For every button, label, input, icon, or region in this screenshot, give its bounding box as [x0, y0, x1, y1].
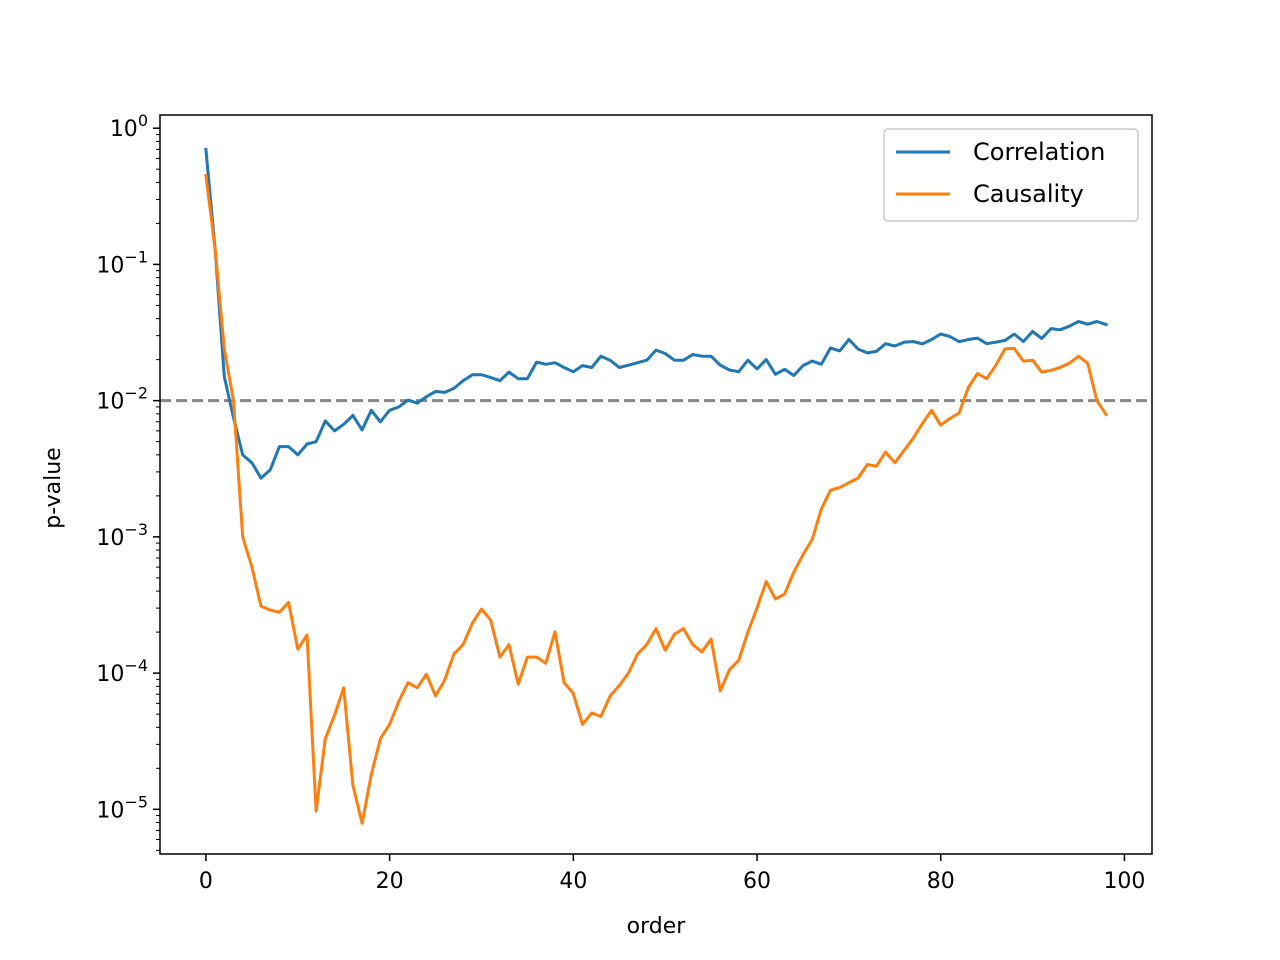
y-tick-label: 10−4	[96, 656, 148, 687]
legend-label-causality: Causality	[973, 180, 1084, 208]
x-axis-label: order	[627, 914, 687, 939]
x-tick-label: 40	[559, 869, 587, 894]
x-tick-label: 60	[743, 869, 771, 894]
axes-frame	[159, 114, 1153, 855]
x-tick-label: 80	[927, 869, 955, 894]
y-axis-label: p-value	[41, 447, 66, 528]
x-tick-label: 0	[199, 869, 213, 894]
series-line-causality	[204, 173, 1109, 825]
legend: Correlation Causality	[883, 128, 1139, 222]
x-tick-label: 100	[1103, 869, 1145, 894]
legend-label-correlation: Correlation	[973, 138, 1105, 166]
plot-area	[160, 147, 1152, 825]
series-line-correlation	[204, 147, 1108, 480]
y-tick-label: 10−5	[96, 792, 148, 823]
x-tick-label: 20	[376, 869, 404, 894]
